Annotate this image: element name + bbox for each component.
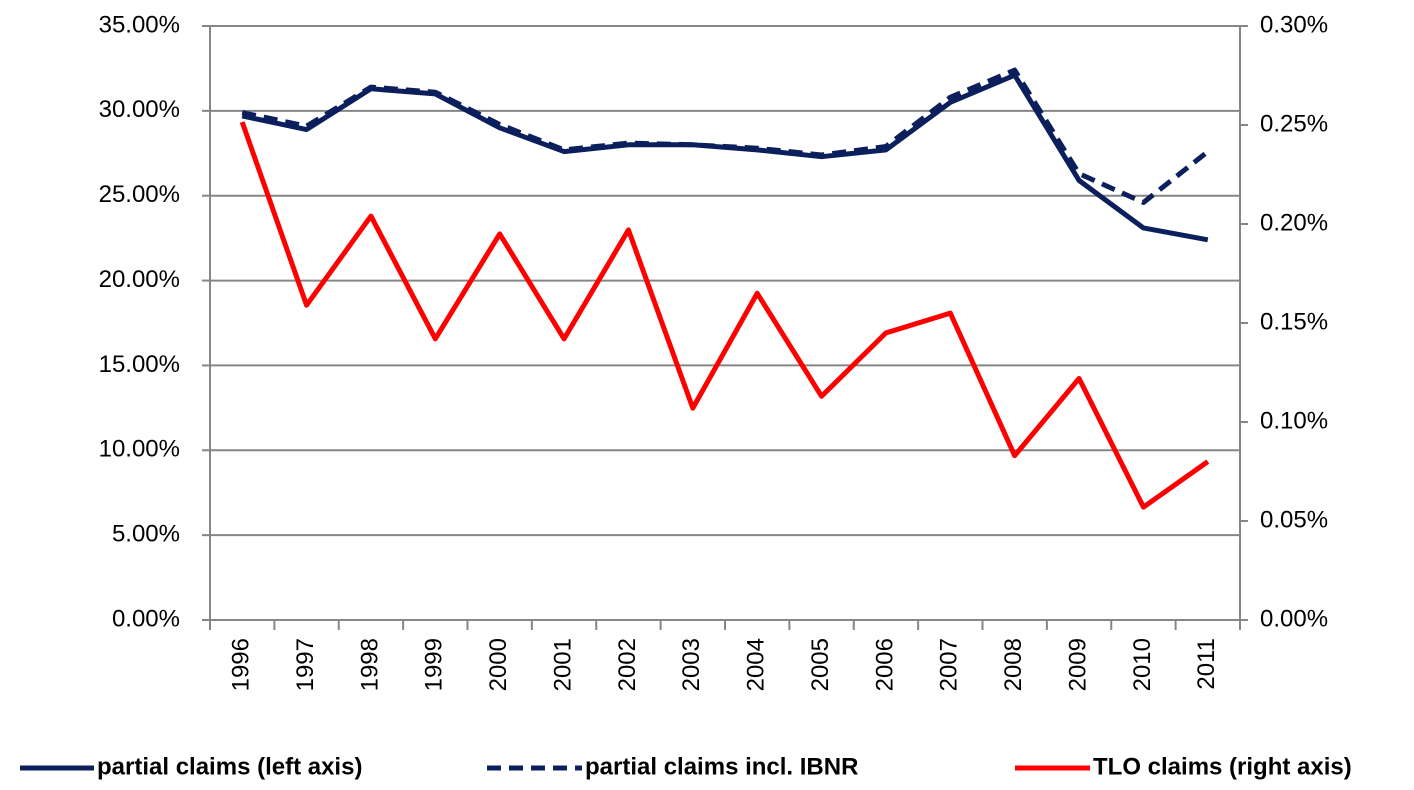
x-tick-label: 2005	[807, 638, 834, 691]
y2-tick-label: 0.00%	[1260, 605, 1328, 632]
x-tick-label: 2010	[1129, 638, 1156, 691]
x-tick-label: 2008	[1000, 638, 1027, 691]
y-tick-label: 25.00%	[99, 181, 180, 208]
x-tick-label: 1997	[292, 638, 319, 691]
y-tick-label: 35.00%	[99, 11, 180, 38]
line-series	[239, 121, 1210, 510]
x-tick-label: 2006	[871, 638, 898, 691]
x-tick-label: 1999	[421, 638, 448, 691]
legend-label: partial claims (left axis)	[97, 753, 362, 780]
x-tick-label: 1998	[356, 638, 383, 691]
x-tick-label: 2003	[678, 638, 705, 691]
y-tick-label: 0.00%	[112, 605, 180, 632]
y-tick-label: 15.00%	[99, 351, 180, 378]
y-tick-label: 10.00%	[99, 436, 180, 463]
y2-tick-label: 0.20%	[1260, 209, 1328, 236]
y-tick-label: 20.00%	[99, 266, 180, 293]
x-tick-label: 2011	[1193, 638, 1220, 690]
line-series	[241, 67, 1210, 206]
y2-tick-label: 0.25%	[1260, 110, 1328, 137]
x-tick-label: 2000	[485, 638, 512, 691]
y-tick-label: 30.00%	[99, 96, 180, 123]
x-tick-label: 1996	[228, 638, 255, 691]
x-tick-label: 2007	[936, 638, 963, 691]
y-tick-label: 5.00%	[112, 520, 180, 547]
y2-tick-label: 0.05%	[1260, 506, 1328, 533]
x-tick-label: 2002	[614, 638, 641, 691]
y2-tick-label: 0.30%	[1260, 11, 1328, 38]
x-tick-label: 2001	[549, 638, 576, 691]
y2-tick-label: 0.10%	[1260, 407, 1328, 434]
line-series	[241, 72, 1209, 243]
x-tick-label: 2009	[1064, 638, 1091, 691]
legend-label: partial claims incl. IBNR	[585, 753, 858, 780]
y2-tick-label: 0.15%	[1260, 308, 1328, 335]
x-tick-label: 2004	[743, 638, 770, 691]
legend-label: TLO claims (right axis)	[1093, 753, 1352, 780]
